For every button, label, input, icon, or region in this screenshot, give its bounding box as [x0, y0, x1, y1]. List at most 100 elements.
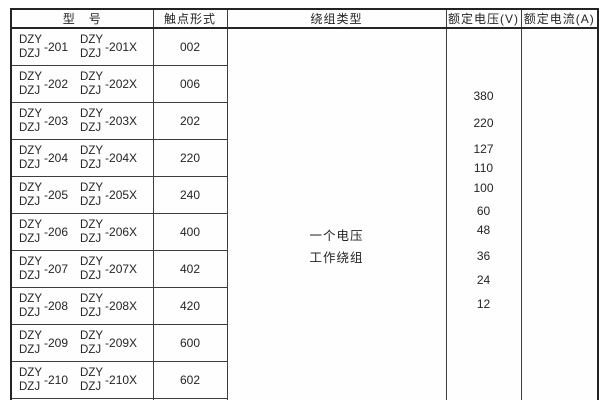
model-suffix: -205X	[105, 188, 138, 202]
voltage-value: 60	[476, 204, 491, 218]
model-prefix-top: DZY	[19, 145, 42, 157]
voltage-value: 24	[476, 273, 491, 287]
model-cell: DZY DZJ -210 DZY DZJ -210X	[10, 361, 154, 399]
model-suffix: -206	[44, 225, 69, 239]
contact-form-cell: 402	[152, 250, 228, 288]
model-variant-basic: DZY DZJ -201	[12, 33, 78, 61]
model-cell: DZY DZJ -204 DZY DZJ -204X	[10, 139, 154, 177]
contact-form-cell: 240	[152, 176, 228, 214]
model-prefix-bottom: DZJ	[19, 307, 41, 319]
model-prefix-bottom: DZJ	[19, 270, 41, 282]
model-prefix-bottom: DZJ	[80, 122, 102, 134]
col-header-winding-type: 绕组类型	[226, 8, 447, 29]
model-prefix-top: DZY	[80, 182, 104, 194]
col-header-rated-voltage: 额定电压(V)	[445, 8, 522, 29]
table-row: DZY DZJ -209 DZY DZJ -209X	[10, 324, 598, 362]
col-header-rated-current: 额定电流(A)	[520, 8, 599, 29]
model-variant-x: DZY DZJ -210X	[78, 366, 152, 394]
contact-form-cell: 202	[152, 102, 228, 140]
model-suffix: -209	[44, 336, 69, 350]
model-prefix-bottom: DZJ	[80, 233, 102, 245]
model-prefix-bottom: DZJ	[19, 196, 41, 208]
model-suffix: -203	[44, 114, 69, 128]
model-variant-basic: DZY DZJ -210	[12, 366, 78, 394]
voltage-value: 380	[473, 89, 494, 103]
model-prefix-bottom: DZJ	[19, 48, 41, 60]
contact-form-cell: 006	[152, 65, 228, 103]
model-cell: DZY DZJ -206 DZY DZJ -206X	[10, 213, 154, 251]
voltage-value: 36	[476, 249, 491, 263]
model-prefix-top: DZY	[80, 108, 104, 120]
model-suffix: -206X	[105, 225, 138, 239]
contact-form-cell: 400	[152, 213, 228, 251]
model-prefix-top: DZY	[80, 256, 104, 268]
model-variant-basic: DZY DZJ -205	[12, 181, 78, 209]
model-variant-x: DZY DZJ -202X	[78, 70, 152, 98]
model-variant-x: DZY DZJ -203X	[78, 107, 152, 135]
model-suffix: -210	[44, 373, 69, 387]
model-prefix-top: DZY	[19, 71, 42, 83]
voltage-value: 127	[473, 142, 494, 156]
table-row: DZY DZJ -202 DZY DZJ -202X	[10, 65, 598, 103]
model-cell: DZY DZJ -201 DZY DZJ -201X	[10, 27, 154, 66]
table-row: DZY DZJ -201 DZY DZJ -201X	[10, 27, 599, 400]
model-suffix: -202X	[105, 77, 138, 91]
contact-form-cell: 420	[152, 287, 228, 325]
model-variant-x: DZY DZJ -201X	[78, 33, 152, 61]
model-variant-basic: DZY DZJ -206	[12, 218, 78, 246]
voltage-value: 48	[476, 223, 491, 237]
model-prefix-bottom: DZJ	[80, 381, 102, 393]
model-cell: DZY DZJ -207 DZY DZJ -207X	[10, 250, 154, 288]
model-cell: DZY DZJ -205 DZY DZJ -205X	[10, 176, 154, 214]
table-row: DZY DZJ -205 DZY DZJ -205X	[10, 176, 598, 214]
model-variant-basic: DZY DZJ -209	[12, 329, 78, 357]
model-suffix: -210X	[105, 373, 138, 387]
table-row-partial	[10, 398, 598, 400]
rated-voltage-cell: 380 220 127 110 100 60 48 36 24 12	[445, 27, 522, 400]
model-prefix-top: DZY	[80, 145, 104, 157]
model-variant-x: DZY DZJ -204X	[78, 144, 152, 172]
model-prefix-bottom: DZJ	[80, 159, 102, 171]
model-prefix-bottom: DZJ	[80, 344, 102, 356]
model-prefix-bottom: DZJ	[19, 159, 41, 171]
winding-type-line1: 一个电压	[309, 229, 364, 243]
winding-type-text: 一个电压 工作绕组	[228, 225, 446, 269]
model-suffix: -202	[44, 77, 69, 91]
model-cell: DZY DZJ -203 DZY DZJ -203X	[10, 102, 154, 140]
rated-current-cell	[520, 27, 599, 400]
contact-form-cell: 602	[152, 361, 228, 399]
model-prefix-top: DZY	[80, 219, 104, 231]
model-cell: DZY DZJ -202 DZY DZJ -202X	[10, 65, 154, 103]
model-suffix: -203X	[105, 114, 138, 128]
model-variant-x: DZY DZJ -205X	[78, 181, 152, 209]
model-variant-x: DZY DZJ -209X	[78, 329, 152, 357]
model-variant-basic: DZY DZJ -208	[12, 292, 78, 320]
model-variant-x: DZY DZJ -208X	[78, 292, 152, 320]
model-prefix-bottom: DZJ	[19, 122, 41, 134]
model-prefix-bottom: DZJ	[80, 85, 102, 97]
model-variant-basic: DZY DZJ -204	[12, 144, 78, 172]
model-prefix-top: DZY	[19, 219, 42, 231]
relay-spec-table: 型 号 触点形式 绕组类型 额定电压(V) 额定电流(A) DZY DZJ	[10, 8, 599, 400]
model-suffix: -201	[44, 40, 69, 54]
model-variant-basic: DZY DZJ -207	[12, 255, 78, 283]
model-variant-basic: DZY DZJ -203	[12, 107, 78, 135]
model-cell: DZY DZJ -209 DZY DZJ -209X	[10, 324, 154, 362]
model-prefix-top: DZY	[80, 330, 104, 342]
model-suffix: -204	[44, 151, 69, 165]
model-prefix-bottom: DZJ	[80, 270, 102, 282]
model-prefix-top: DZY	[19, 256, 42, 268]
contact-form-cell: 220	[152, 139, 228, 177]
model-suffix: -205	[44, 188, 69, 202]
model-suffix: -209X	[105, 336, 138, 350]
model-prefix-top: DZY	[80, 71, 104, 83]
model-prefix-top: DZY	[19, 108, 42, 120]
model-prefix-top: DZY	[80, 293, 104, 305]
col-header-model: 型 号	[10, 8, 154, 29]
voltage-value: 110	[473, 161, 494, 175]
model-prefix-top: DZY	[19, 293, 42, 305]
model-prefix-bottom: DZJ	[80, 48, 102, 60]
model-suffix: -207	[44, 262, 69, 276]
model-prefix-bottom: DZJ	[19, 85, 41, 97]
contact-form-cell: 600	[152, 324, 228, 362]
